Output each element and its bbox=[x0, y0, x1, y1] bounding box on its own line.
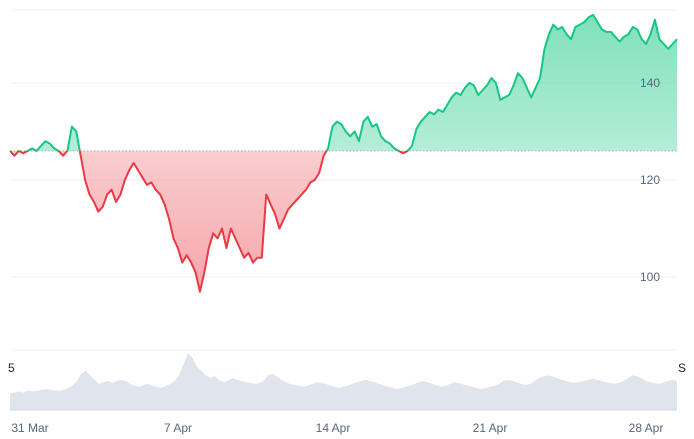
x-start-label: 5 bbox=[8, 361, 15, 375]
y-tick-label-140: 140 bbox=[640, 76, 660, 90]
area-below-baseline bbox=[10, 150, 408, 292]
line-above-baseline bbox=[10, 13, 678, 151]
price-area bbox=[10, 14, 677, 292]
price-line bbox=[9, 13, 678, 293]
line-below-baseline bbox=[9, 150, 409, 293]
area-above-baseline bbox=[10, 14, 677, 151]
y-tick-label-120: 120 bbox=[640, 173, 660, 187]
x-tick-label: 21 Apr bbox=[473, 421, 508, 435]
x-tick-label: 7 Apr bbox=[164, 421, 192, 435]
y-tick-label-100: 100 bbox=[640, 270, 660, 284]
volume-bars bbox=[10, 353, 677, 410]
x-tick-label: 31 Mar bbox=[11, 421, 48, 435]
y-axis-ticks: 100 120 140 bbox=[640, 76, 660, 284]
x-end-label: S bbox=[678, 361, 686, 375]
x-tick-label: 28 Apr bbox=[629, 421, 664, 435]
x-axis-ticks: 31 Mar 7 Apr 14 Apr 21 Apr 28 Apr bbox=[11, 421, 663, 435]
volume-area bbox=[10, 353, 677, 410]
x-tick-label: 14 Apr bbox=[316, 421, 351, 435]
